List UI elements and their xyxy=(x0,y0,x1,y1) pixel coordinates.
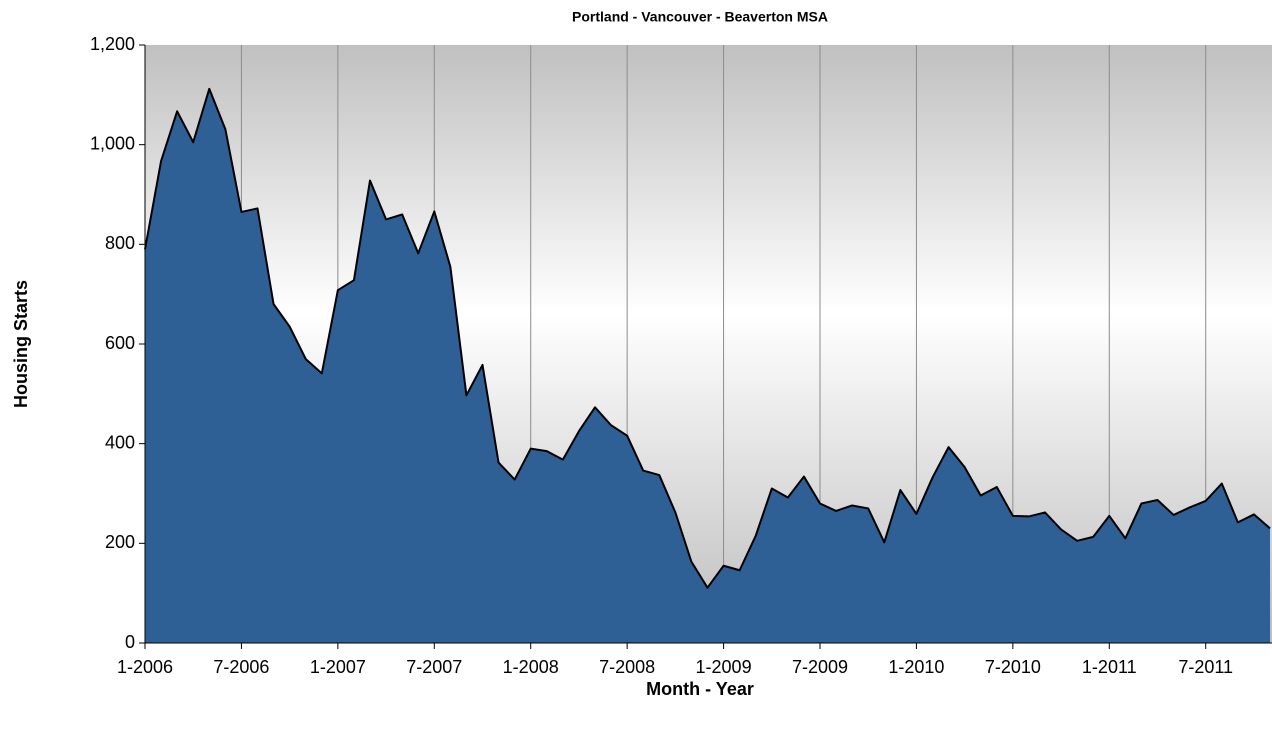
x-tick-label: 1-2011 xyxy=(1082,657,1137,677)
x-tick-label: 1-2008 xyxy=(503,657,559,677)
x-tick-label: 1-2010 xyxy=(888,657,944,677)
x-tick-label: 7-2011 xyxy=(1178,657,1233,677)
y-tick-label: 0 xyxy=(125,632,135,652)
x-tick-label: 7-2007 xyxy=(406,657,462,677)
x-tick-label: 7-2006 xyxy=(213,657,269,677)
x-axis-label: Month - Year xyxy=(646,679,754,699)
area xyxy=(145,88,1270,644)
x-tick-label: 7-2009 xyxy=(792,657,848,677)
x-tick-label: 1-2006 xyxy=(117,657,173,677)
area-outline xyxy=(144,87,1271,589)
y-tick-label: 1,200 xyxy=(90,34,135,54)
y-tick-label: 800 xyxy=(105,233,135,253)
y-tick-label: 600 xyxy=(105,333,135,353)
chart-title: Portland - Vancouver - Beaverton MSA xyxy=(572,9,828,25)
y-tick-label: 400 xyxy=(105,432,135,452)
x-tick-label: 7-2010 xyxy=(985,657,1041,677)
x-tick-label: 7-2008 xyxy=(599,657,655,677)
y-tick-label: 1,000 xyxy=(90,133,135,153)
y-tick-label: 200 xyxy=(105,532,135,552)
x-tick-label: 1-2007 xyxy=(310,657,366,677)
x-tick-label: 1-2009 xyxy=(696,657,752,677)
y-axis-label: Housing Starts xyxy=(11,280,31,408)
